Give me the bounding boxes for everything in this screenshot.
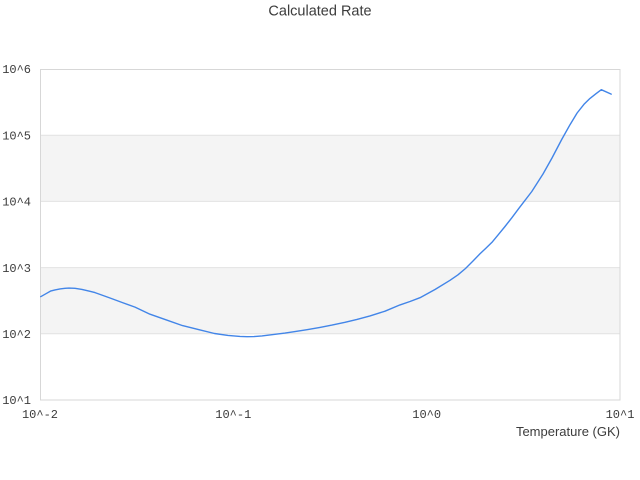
svg-text:10^4: 10^4 (2, 196, 31, 210)
svg-text:10^-1: 10^-1 (215, 408, 251, 422)
svg-text:10^0: 10^0 (412, 408, 441, 422)
svg-text:10^2: 10^2 (2, 328, 31, 342)
svg-text:10^1: 10^1 (606, 408, 635, 422)
svg-text:10^-2: 10^-2 (22, 408, 58, 422)
svg-text:10^1: 10^1 (2, 394, 31, 408)
svg-text:10^3: 10^3 (2, 262, 31, 276)
svg-text:10^6: 10^6 (2, 63, 31, 77)
svg-text:Temperature (GK): Temperature (GK) (516, 424, 620, 439)
svg-text:Calculated Rate: Calculated Rate (268, 4, 371, 20)
svg-text:10^5: 10^5 (2, 129, 31, 143)
